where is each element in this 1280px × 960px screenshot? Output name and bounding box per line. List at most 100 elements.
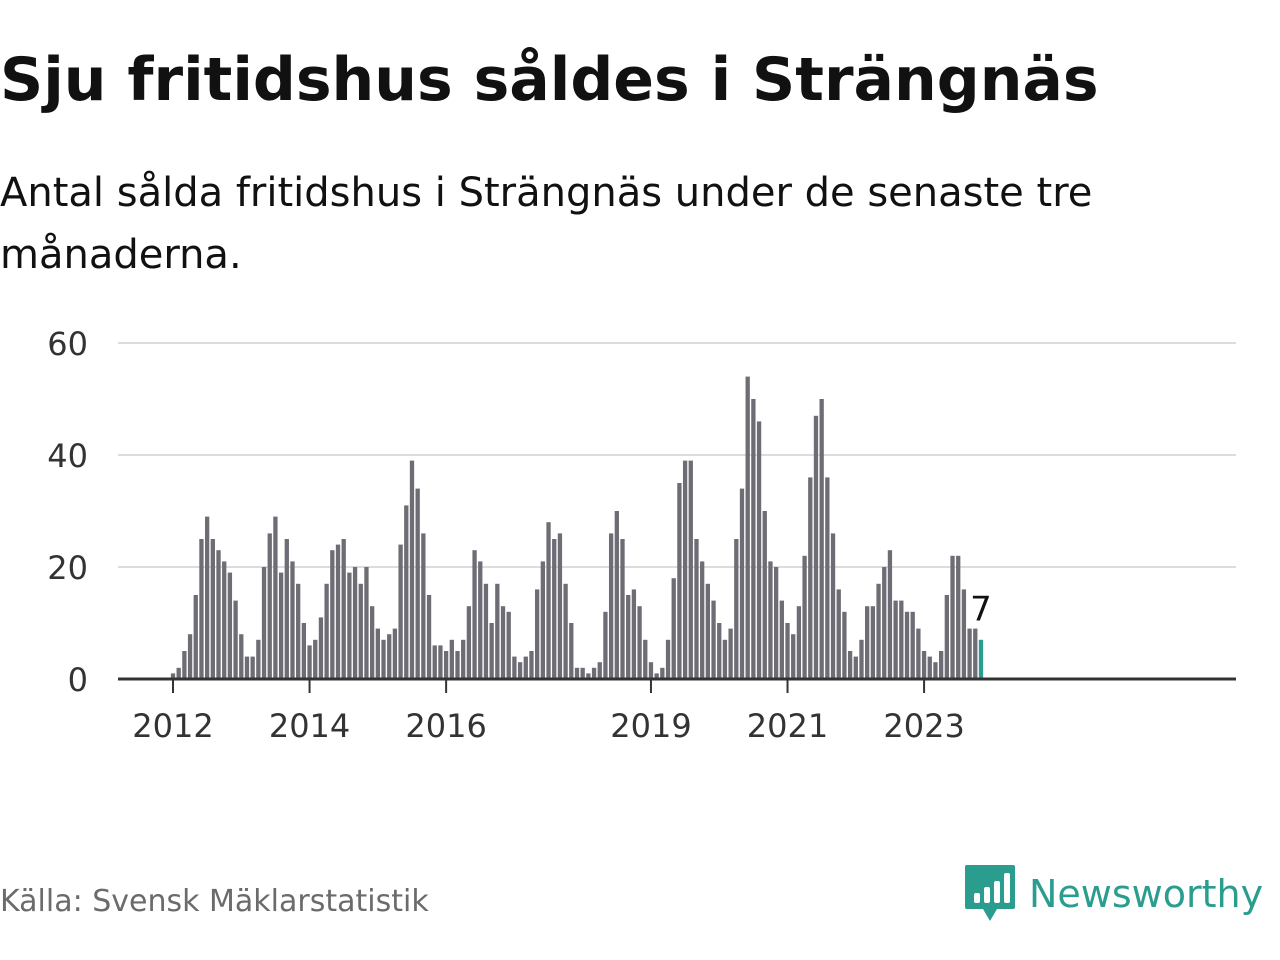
bar — [779, 600, 784, 679]
y-axis-ticks: 0 20 40 60 — [47, 325, 88, 699]
bar — [705, 583, 711, 679]
bar — [557, 533, 563, 679]
bar — [728, 628, 733, 679]
bar — [278, 572, 284, 679]
bar — [392, 628, 398, 679]
bar — [762, 511, 767, 679]
bar — [307, 645, 312, 679]
bar — [916, 628, 921, 679]
bar — [466, 606, 472, 679]
bar — [187, 634, 193, 679]
bar — [330, 550, 335, 679]
bar — [250, 656, 255, 679]
bar — [449, 639, 454, 679]
bar — [882, 567, 887, 679]
bar — [222, 561, 227, 679]
bar — [865, 606, 870, 679]
bar — [176, 667, 181, 679]
bar — [290, 561, 295, 679]
bar — [347, 572, 352, 679]
bar — [472, 550, 477, 679]
bar — [825, 477, 830, 679]
bar — [660, 667, 665, 679]
bar — [603, 611, 608, 679]
x-tick-label: 2023 — [883, 707, 964, 745]
bar — [318, 617, 324, 679]
bar — [523, 656, 528, 679]
bar-chart: 0 20 40 60 2012 2014 2016 2019 2021 2023 7 — [47, 325, 1236, 745]
bar — [904, 611, 910, 679]
x-tick-label: 2019 — [610, 707, 691, 745]
bar — [751, 399, 756, 679]
bar — [893, 600, 898, 679]
bar — [711, 600, 716, 679]
bar — [267, 533, 272, 679]
bar — [671, 578, 676, 679]
bar — [688, 460, 693, 679]
bar — [506, 611, 511, 679]
bar — [956, 555, 961, 679]
bar — [170, 673, 176, 679]
bar — [535, 589, 540, 679]
bar — [597, 662, 602, 679]
bar — [364, 567, 369, 679]
bar — [694, 539, 699, 679]
bar — [944, 595, 949, 679]
bar — [381, 639, 386, 679]
bar — [910, 611, 915, 679]
bar — [796, 606, 802, 679]
bar — [563, 583, 568, 679]
bar — [296, 583, 301, 679]
bar — [239, 634, 244, 679]
y-tick-label: 40 — [47, 437, 88, 475]
bar — [722, 639, 728, 679]
bar — [654, 673, 659, 679]
bar — [887, 550, 893, 679]
bar — [512, 656, 517, 679]
bar — [398, 544, 403, 679]
bar — [415, 488, 420, 679]
bar — [836, 589, 841, 679]
bar — [216, 550, 221, 679]
y-tick-label: 0 — [68, 661, 88, 699]
bar — [443, 651, 449, 679]
bar — [540, 561, 545, 679]
bar — [859, 639, 864, 679]
bar — [927, 656, 932, 679]
bar — [870, 606, 876, 679]
bar — [546, 522, 551, 679]
bar — [438, 645, 443, 679]
bar — [182, 651, 187, 679]
y-tick-label: 20 — [47, 549, 88, 587]
bar — [500, 606, 506, 679]
bar — [700, 561, 705, 679]
bar — [950, 555, 955, 679]
bar — [967, 628, 972, 679]
bar — [643, 639, 648, 679]
bar — [341, 539, 346, 679]
bar — [204, 516, 210, 679]
chart-title: Sju fritidshus såldes i Strängnäs — [0, 45, 1099, 115]
bars — [170, 376, 984, 679]
bar — [261, 567, 267, 679]
bar — [244, 656, 250, 679]
bar — [921, 651, 927, 679]
bar — [933, 662, 938, 679]
newsworthy-brand: Newsworthy — [963, 862, 1263, 926]
bar — [489, 623, 494, 679]
bar — [227, 572, 233, 679]
gridlines — [118, 342, 1236, 568]
bar — [756, 421, 762, 679]
bar — [529, 651, 534, 679]
bar — [483, 583, 489, 679]
x-tick-label: 2021 — [747, 707, 828, 745]
bar — [421, 533, 426, 679]
highlight-bar — [978, 639, 984, 679]
bar — [313, 639, 318, 679]
bar — [631, 589, 637, 679]
bar — [665, 639, 671, 679]
bar — [677, 483, 682, 679]
bar — [273, 516, 278, 679]
bar — [193, 595, 198, 679]
bar — [256, 639, 261, 679]
